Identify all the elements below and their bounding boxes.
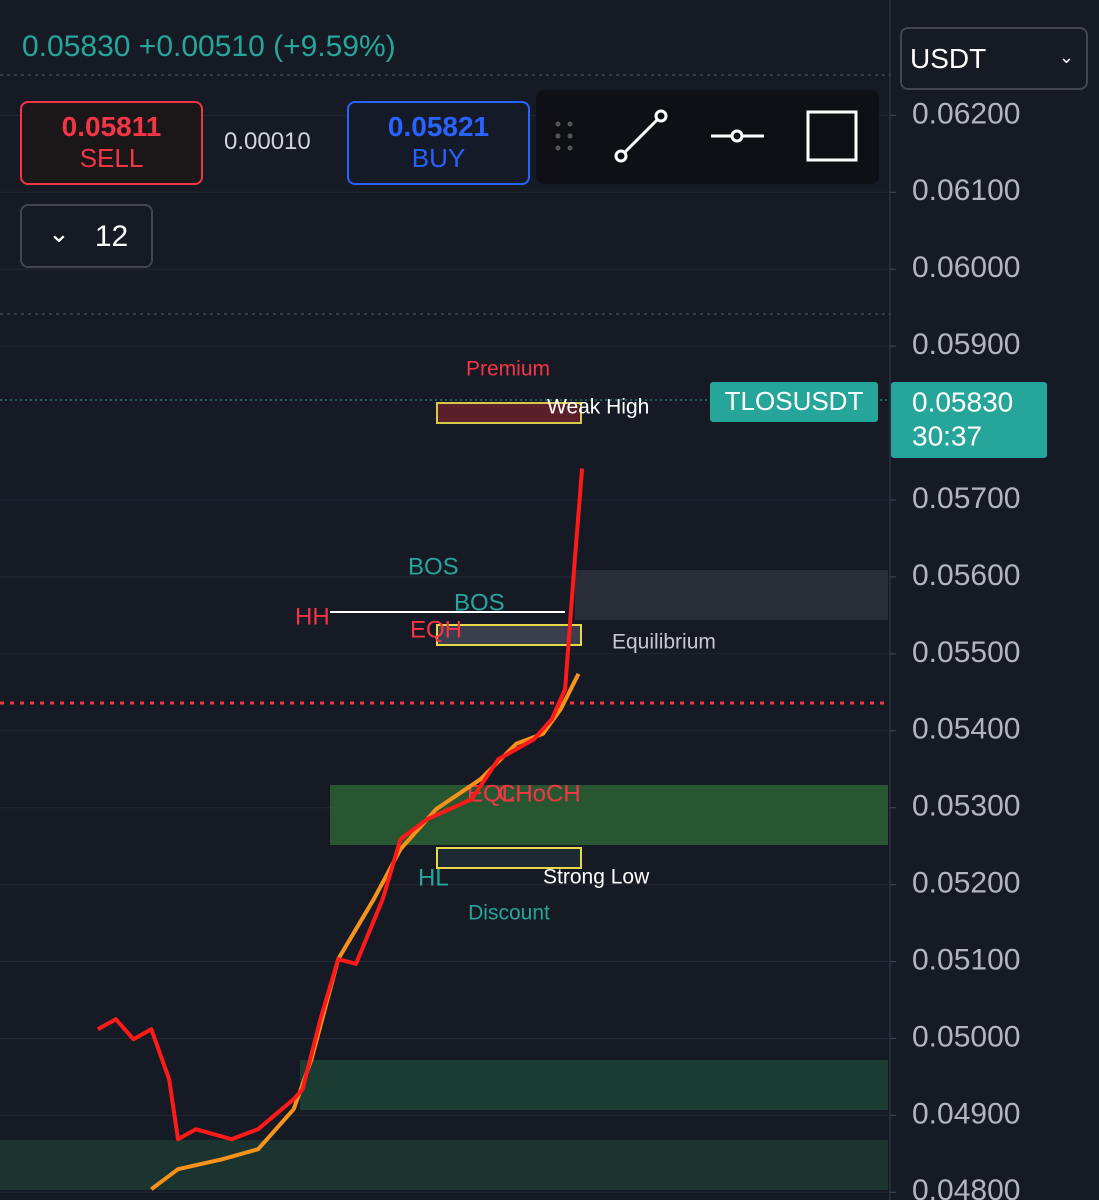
y-tick-label: 0.05300	[912, 790, 1020, 823]
demand-zone	[300, 1060, 888, 1110]
symbol-tag	[710, 382, 878, 422]
price-tag	[891, 382, 1047, 458]
label: HL	[418, 864, 449, 891]
y-tick-label: 0.05000	[912, 1020, 1020, 1053]
y-tick-label: 0.05100	[912, 943, 1020, 976]
y-tick-label: 0.06000	[912, 251, 1020, 284]
drag-handle	[555, 121, 573, 151]
toolbar-icons	[555, 109, 858, 163]
demand-zone	[330, 785, 888, 845]
y-tick-label: 0.05900	[912, 328, 1020, 361]
demand-zone	[0, 1140, 888, 1190]
discount-zone	[436, 847, 582, 869]
interval-select[interactable]: ⌄ 12	[20, 204, 153, 268]
label: BOS	[454, 589, 505, 616]
label: HH	[295, 603, 330, 630]
sell-label: SELL	[79, 143, 144, 173]
y-tick-label: 0.06200	[912, 97, 1020, 130]
change: +0.00510 (+9.59%)	[138, 30, 396, 63]
y-tick-label: 0.05400	[912, 713, 1020, 746]
buy-price: 0.05821	[387, 111, 490, 142]
label: Weak High	[547, 396, 649, 419]
buy-label: BUY	[411, 143, 466, 173]
supply-zone	[575, 570, 888, 620]
y-tick-label: 0.05700	[912, 482, 1020, 515]
label: Discount	[468, 902, 550, 925]
moving-average	[96, 468, 585, 1142]
drawing-toolbar	[536, 90, 879, 184]
y-tick-label: 0.04900	[912, 1097, 1020, 1130]
currency-select[interactable]: USDT ⌄	[900, 27, 1088, 90]
premium-zone	[436, 402, 582, 424]
symbol-tag-text: TLOSUSDT	[725, 386, 864, 416]
y-tick-label: 0.05200	[912, 867, 1020, 900]
y-tick-label: 0.04800	[912, 1174, 1020, 1200]
label: Premium	[466, 358, 550, 381]
spread: 0.00010	[224, 128, 311, 155]
y-tick-label: 0.05600	[912, 559, 1020, 592]
y-tick-label: 0.06100	[912, 174, 1020, 207]
y-tick-label: 0.05500	[912, 636, 1020, 669]
trendline-tool[interactable]	[619, 114, 663, 158]
header-price: 0.05830 +0.00510 (+9.59%)	[22, 30, 396, 64]
label: EQH	[410, 616, 462, 643]
currency: USDT	[910, 43, 987, 74]
buy-button[interactable]: 0.05821 BUY	[347, 101, 530, 185]
price-axis-bg	[890, 0, 1099, 1200]
label: BOS	[408, 553, 459, 580]
last-price: 0.05830	[22, 30, 131, 63]
sell-button[interactable]: 0.05811 SELL	[20, 101, 203, 185]
interval: 12	[94, 220, 129, 253]
price-tag-text: 0.05830	[912, 386, 1013, 417]
countdown: 30:37	[912, 420, 982, 451]
label: CHoCH	[498, 780, 581, 807]
rect-tool[interactable]	[806, 110, 858, 162]
label: Strong Low	[543, 866, 650, 889]
label: Equilibrium	[612, 631, 716, 654]
eqh-zone	[436, 624, 582, 646]
sell-price: 0.05811	[61, 111, 162, 142]
